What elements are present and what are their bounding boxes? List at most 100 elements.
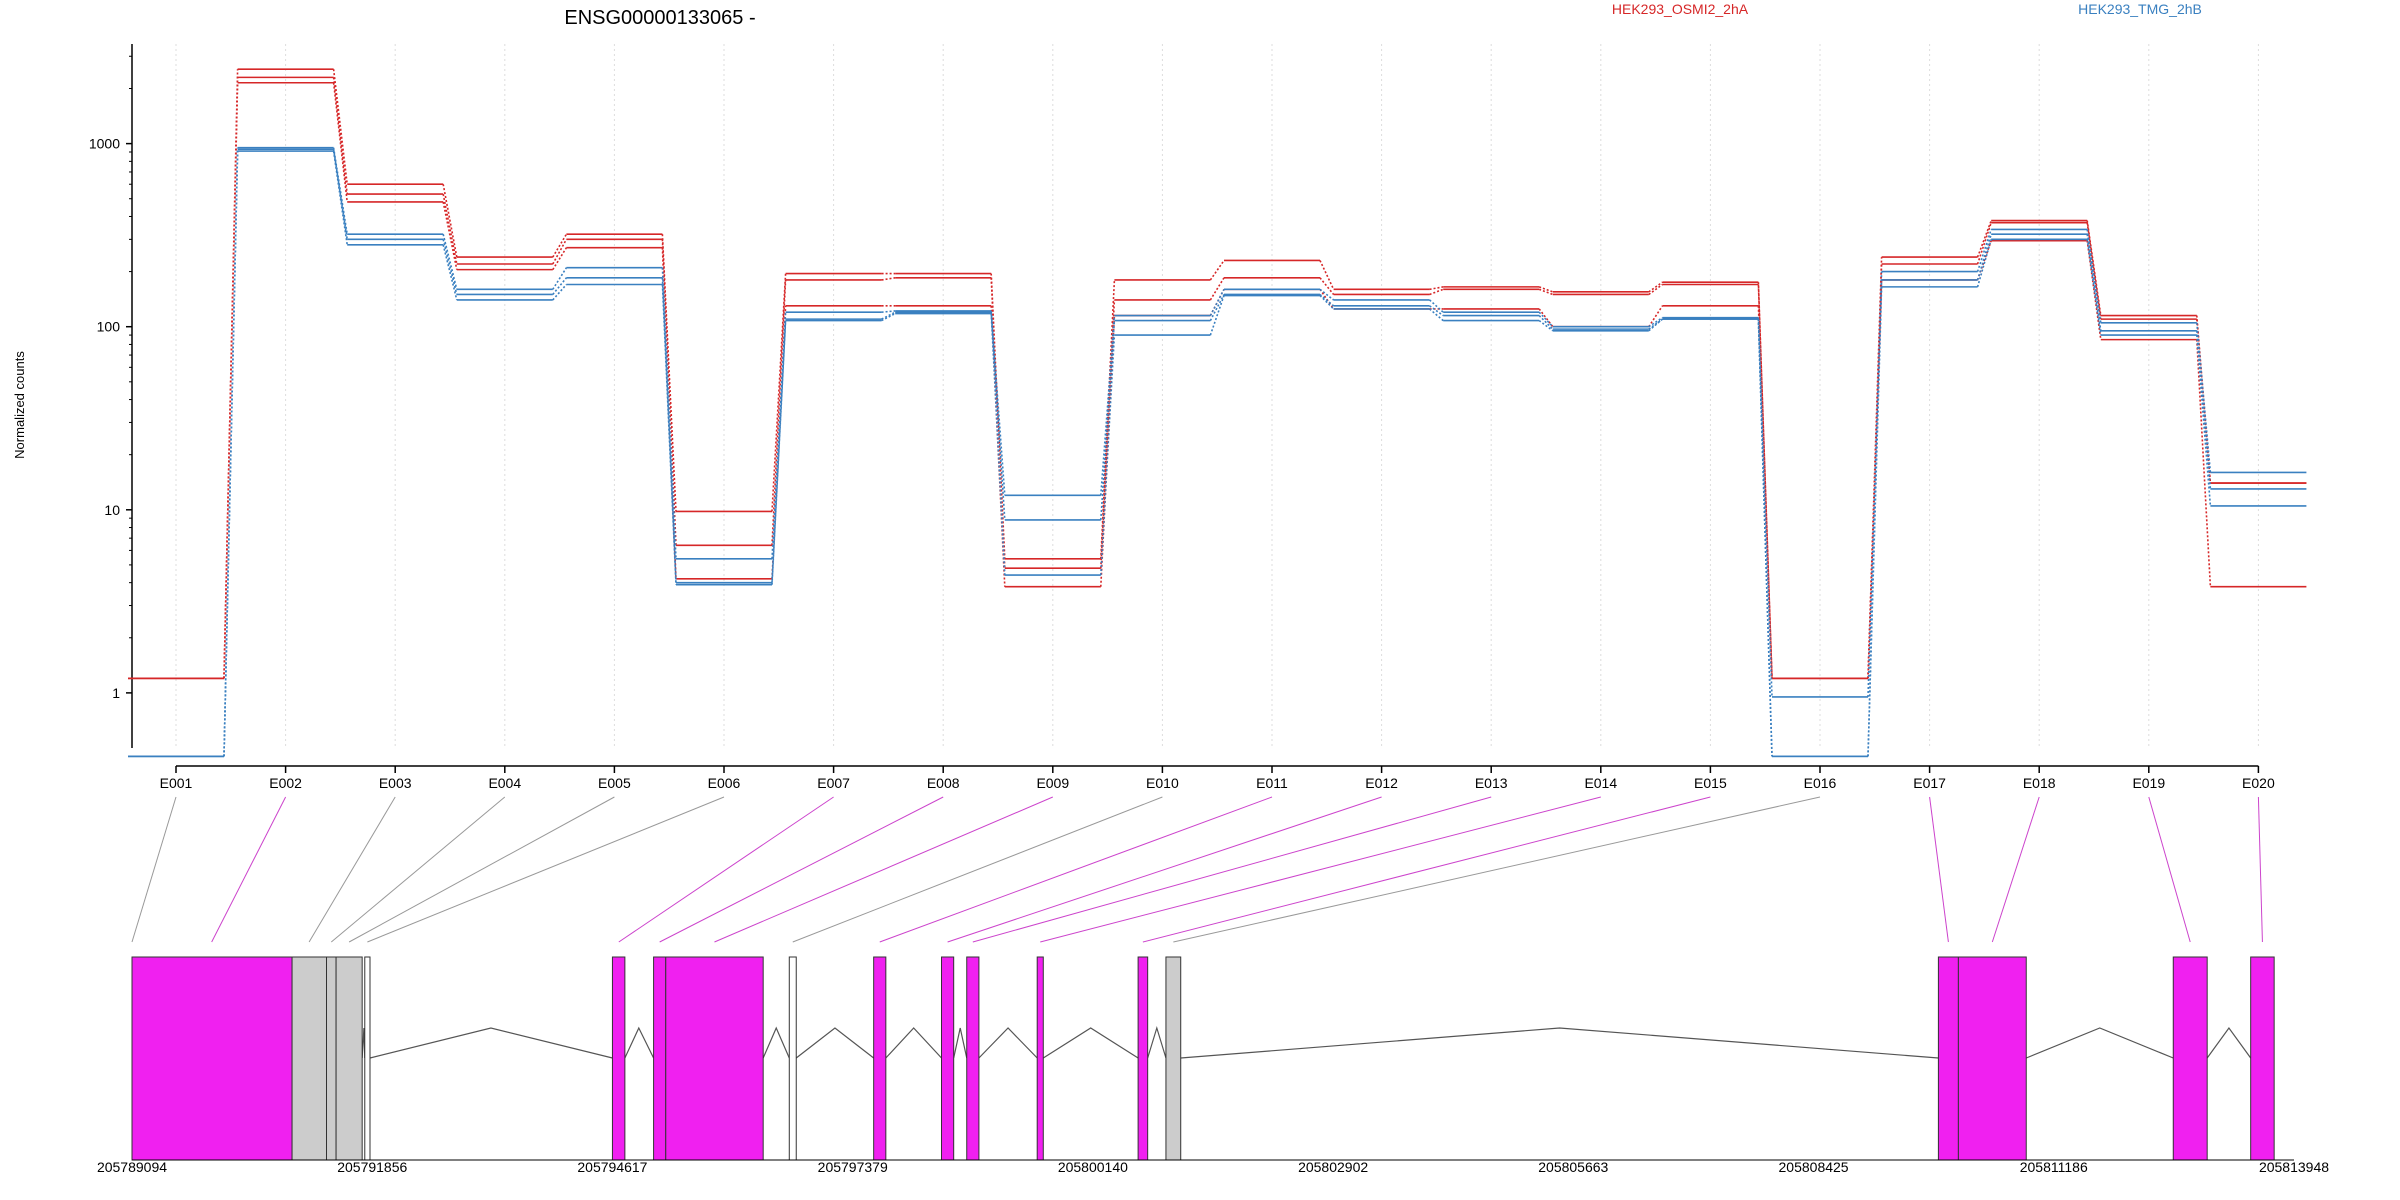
exon-connector-line [972, 796, 1492, 943]
series-connector [2196, 330, 2212, 490]
x-tick-label: E002 [269, 775, 302, 791]
x-tick-label: E006 [708, 775, 741, 791]
series-connector [990, 312, 1006, 521]
series-connector [881, 311, 896, 320]
exon-connector-line [792, 796, 1163, 943]
x-tick-label: E007 [817, 775, 850, 791]
series-connector [332, 77, 348, 195]
intron-line [2026, 1027, 2174, 1059]
series-connector [332, 82, 348, 203]
series-connector [1209, 260, 1225, 281]
series-connector [1319, 294, 1335, 310]
series-connector [990, 310, 1006, 496]
series-connector [1538, 315, 1554, 330]
series-connector [2196, 335, 2212, 506]
series-connector [2086, 222, 2102, 320]
exon-connector-line [947, 796, 1382, 943]
series-connector [332, 147, 348, 235]
exon-connector-line [330, 796, 506, 943]
x-tick-label: E001 [160, 775, 193, 791]
series-connector [771, 320, 787, 585]
exon-block [335, 956, 363, 1161]
y-tick-label: 100 [97, 319, 121, 335]
series-connector [332, 149, 348, 240]
series-connector [552, 267, 568, 290]
series-connector [1648, 317, 1663, 328]
intron-line [795, 1027, 875, 1059]
exon-block [1165, 956, 1182, 1161]
x-tick-label: E019 [2132, 775, 2165, 791]
series-connector [1976, 239, 1992, 288]
genome-tick-label: 205813948 [2259, 1159, 2329, 1175]
exon-block [1036, 956, 1044, 1161]
exon-connector-line [1173, 796, 1821, 943]
series-connector [1538, 311, 1554, 328]
series-connector [1209, 288, 1225, 316]
y-axis-label: Normalized counts [12, 351, 27, 459]
series-connector [1429, 286, 1444, 291]
series-connector [442, 244, 458, 301]
series-connector [223, 82, 239, 679]
x-tick-label: E011 [1256, 775, 1288, 791]
series-connector [1319, 293, 1335, 307]
series-connector [1976, 220, 1992, 258]
exon-connector-line [2257, 796, 2263, 943]
series-connector [1538, 319, 1554, 332]
x-tick-label: E010 [1146, 775, 1179, 791]
exon-block [873, 956, 887, 1161]
series-connector [1319, 277, 1335, 295]
genome-tick-label: 205794617 [577, 1159, 647, 1175]
series-connector [2196, 339, 2212, 587]
series-connector [1976, 240, 1992, 281]
series-connector [1648, 318, 1663, 332]
genome-tick-label: 205800140 [1058, 1159, 1128, 1175]
series-connector [1976, 222, 1992, 265]
series-connector [442, 239, 458, 295]
exon-block [2250, 956, 2275, 1161]
gene-model [131, 956, 2275, 1161]
intron-line [978, 1027, 1038, 1059]
exon-connector-line [2148, 796, 2191, 943]
chart-title: ENSG00000133065 - [564, 7, 755, 29]
intron-line [624, 1026, 655, 1059]
x-tick-label: E017 [1913, 775, 1946, 791]
intron-line [1042, 1027, 1139, 1059]
x-tick-label: E015 [1694, 775, 1727, 791]
grid-lines [175, 44, 2259, 748]
series-connector [771, 279, 787, 546]
exon-connector-line [879, 796, 1273, 943]
series-connector [1538, 288, 1554, 296]
series-connector [1100, 299, 1116, 569]
intron-line [1180, 1027, 1939, 1059]
exon-block [611, 956, 626, 1161]
genome-tick-label: 205811186 [2020, 1159, 2088, 1175]
series-connector [1429, 308, 1444, 322]
exon-block [131, 956, 293, 1161]
series-connector [990, 277, 1006, 569]
x-tick-label: E012 [1365, 775, 1398, 791]
x-tick-label: E008 [927, 775, 960, 791]
intron-line [953, 1027, 968, 1059]
genome-tick-label: 205802902 [1298, 1159, 1368, 1175]
exon-connector-line [348, 796, 615, 943]
exon-block [291, 956, 328, 1161]
x-tick-label: E013 [1475, 775, 1508, 791]
series-connector [1209, 294, 1225, 321]
intron-line [369, 1027, 613, 1059]
series-connector [1100, 335, 1116, 576]
exon-connector-line [211, 796, 287, 943]
series-connector [552, 238, 568, 265]
x-tick-label: E005 [598, 775, 631, 791]
exon-block [653, 956, 667, 1161]
intron-line [885, 1027, 942, 1059]
exon-connectors [131, 796, 2263, 943]
series-connector [1867, 271, 1883, 697]
x-tick-label: E009 [1036, 775, 1069, 791]
series-connector [442, 234, 458, 290]
series-connector [1319, 288, 1335, 301]
series-connector [1757, 317, 1773, 697]
x-tick-label: E020 [2242, 775, 2275, 791]
y-tick-label: 1000 [89, 136, 120, 152]
x-tick-label: E018 [2023, 775, 2056, 791]
